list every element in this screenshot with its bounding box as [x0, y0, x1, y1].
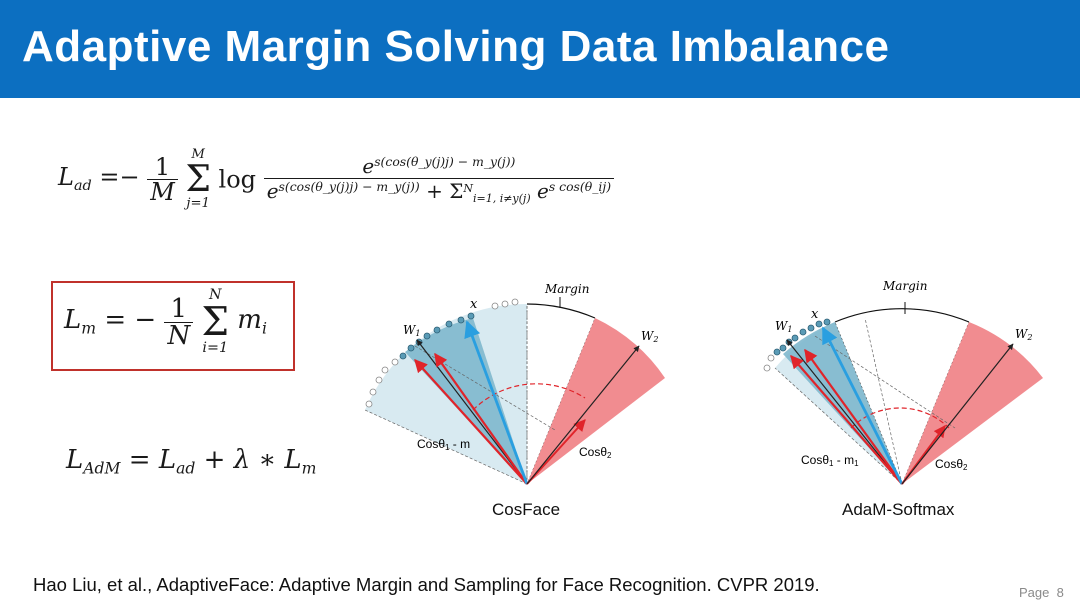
lad-frac-den: M: [150, 178, 175, 207]
x-vector: [464, 320, 529, 485]
lm-frac-num: 1: [164, 296, 194, 323]
red-arrow: [414, 359, 528, 485]
ladm-star: ∗: [258, 445, 277, 475]
ladm-l2-sub: ad: [176, 459, 196, 478]
sample-points: [763, 354, 775, 372]
lad-frac: 1 M: [147, 155, 178, 204]
lad-den-sum-sup: N: [463, 181, 473, 195]
sample-points-dark: [399, 312, 475, 360]
caption-adam: AdaM-Softmax: [842, 500, 955, 519]
lad-main-den: es(cos(θ_y(j)j) − m_y(j)) + ΣNi=1, i≠y(j…: [264, 178, 614, 205]
w2-vector: [901, 343, 1014, 485]
slide-title: Adaptive Margin Solving Data Imbalance: [22, 22, 890, 71]
x-vector: [821, 326, 904, 485]
label-cos1: Cosθ1 - m1: [801, 453, 859, 468]
ladm-eq: =: [128, 445, 151, 475]
label-cos2: Cosθ2: [935, 457, 968, 472]
ladm-plus: +: [203, 445, 226, 475]
lad-frac-num: 1: [147, 155, 178, 181]
class2-region: [527, 318, 665, 484]
lm-term: m: [237, 305, 262, 336]
formula-lad: Lad =− 1 M M Σ j=1 log es(cos(θ_y(j)j) −…: [58, 147, 615, 211]
lad-lhs-sub: ad: [73, 178, 92, 195]
lad-num-exp: s(cos(θ_y(j)j) − m_y(j)): [374, 153, 516, 169]
dash-line: [814, 335, 956, 429]
lm-sum-lower: i=1: [202, 339, 229, 356]
label-w1: W1: [403, 323, 420, 338]
label-w2: W2: [1015, 327, 1032, 342]
lm-lhs: L: [64, 305, 82, 336]
page-label: Page: [1019, 585, 1050, 600]
ladm-l2: L: [158, 445, 177, 475]
lad-den-exp: s(cos(θ_y(j)j) − m_y(j)): [278, 178, 420, 194]
ladm-l3: L: [284, 445, 302, 475]
lad-den-e2: e: [537, 178, 549, 203]
lad-den-sum-sub: i=1, i≠y(j): [472, 191, 531, 205]
label-w1: W1: [775, 319, 792, 334]
lad-den-e: e: [266, 178, 279, 203]
lm-box: [51, 281, 295, 371]
lad-den-exp2: s cos(θ_ij): [548, 178, 612, 194]
label-x: x: [470, 297, 478, 312]
label-cos2: Cosθ2: [579, 445, 612, 460]
lm-frac: 1 N: [164, 296, 194, 351]
sample-points: [365, 298, 519, 408]
dash-line: [774, 367, 903, 485]
lm-sum: N Σ i=1: [201, 287, 230, 356]
dash-line: [864, 317, 903, 485]
red-arrow: [434, 352, 528, 485]
cosface-diagram: x W1 W2 Margin Cosθ1 - m Cosθ2: [364, 282, 665, 485]
label-cos1: Cosθ1 - m: [417, 437, 470, 452]
formula-ladm: LAdM = Lad + λ ∗ Lm: [66, 447, 316, 477]
ladm-l1: L: [66, 445, 84, 475]
red-arrow: [804, 348, 903, 485]
lm-eq: = −: [104, 305, 157, 336]
lad-eq: =−: [99, 163, 140, 192]
sum-symbol: Σ: [201, 299, 230, 345]
lad-main-frac: es(cos(θ_y(j)j) − m_y(j)) es(cos(θ_y(j)j…: [263, 153, 615, 205]
lad-lhs: L: [58, 163, 74, 192]
label-x: x: [811, 307, 819, 322]
title-bar: Adaptive Margin Solving Data Imbalance: [0, 0, 1080, 98]
margin-arc: [526, 303, 596, 319]
w1-vector: [786, 339, 903, 485]
page-number: Page 8: [1019, 585, 1064, 600]
red-arrow: [526, 419, 586, 485]
margin-arc: [834, 308, 970, 323]
lad-sum-lower: j=1: [186, 195, 210, 211]
lad-den-plus: + Σ: [426, 178, 464, 203]
caption-cosface: CosFace: [492, 500, 561, 519]
lad-log: log: [218, 165, 257, 194]
adam-diagram: x W1 W2 Margin Cosθ1 - m1 Cosθ2: [763, 279, 1043, 485]
ladm-l1-sub: AdM: [83, 459, 121, 478]
w2-vector: [526, 345, 640, 485]
lm-lhs-sub: m: [81, 319, 97, 338]
label-w2: W2: [641, 329, 658, 344]
lm-frac-den: N: [167, 320, 191, 351]
label-margin: Margin: [882, 279, 927, 293]
red-arrow: [790, 355, 903, 485]
sum-symbol: Σ: [185, 158, 211, 200]
page-value: 8: [1056, 585, 1064, 600]
ladm-l3-sub: m: [301, 459, 317, 478]
angle-arc: [472, 383, 586, 411]
lm-term-sub: i: [261, 319, 267, 338]
ladm-lambda: λ: [233, 445, 251, 475]
formula-lm: Lm = − 1 N N Σ i=1 mi: [64, 287, 267, 356]
class2-region: [902, 322, 1043, 484]
lad-main-num: es(cos(θ_y(j)j) − m_y(j)): [263, 153, 615, 179]
citation: Hao Liu, et al., AdaptiveFace: Adaptive …: [33, 574, 820, 595]
lm-sum-upper: N: [208, 287, 222, 303]
lad-sum-upper: M: [191, 147, 205, 162]
lad-num-e: e: [362, 153, 375, 178]
lad-sum: M Σ j=1: [185, 147, 211, 211]
label-margin: Margin: [544, 282, 589, 296]
